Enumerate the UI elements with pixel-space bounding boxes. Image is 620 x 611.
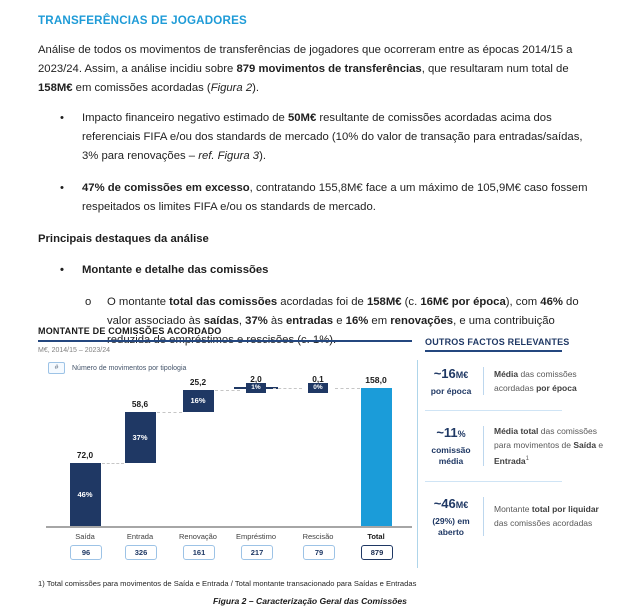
intro-paragraph: Análise de todos os movimentos de transf… [38, 44, 573, 94]
stat-sublabel: comissão média [431, 445, 471, 467]
count-box: 326 [125, 545, 157, 560]
bullet-excesso-text: 47% de comissões em excesso, contratando… [82, 182, 588, 213]
stat-sublabel: por época [430, 386, 472, 396]
list-item: • Montante e detalhe das comissões [38, 261, 590, 280]
bar-value-label: 25,2 [189, 376, 207, 387]
count-box: 79 [303, 545, 335, 560]
stat-unit: M€ [455, 499, 469, 510]
bar-value-label: 72,0 [76, 450, 94, 461]
stat-value: ~46M€ (29%) em aberto [425, 495, 477, 538]
stat-sublabel: (29%) em aberto [432, 515, 470, 537]
count-box: 96 [70, 545, 102, 560]
chart-legend: # Número de movimentos por tipologia [48, 362, 186, 374]
chart-subtitle: M€, 2014/15 – 2023/24 [38, 347, 111, 354]
sidebar-title: OUTROS FACTOS RELEVANTES [425, 337, 570, 347]
count-box: 161 [183, 545, 215, 560]
count-box: 879 [361, 545, 393, 560]
destaques-heading: Principais destaques da análise [38, 233, 209, 245]
stat-unit: % [457, 429, 466, 440]
stat-number: ~11 [436, 425, 458, 441]
category-label: Rescisão [302, 532, 334, 541]
sidebar-stat-item: ~11% comissão média Média total das comi… [425, 411, 615, 481]
sidebar-stat-item: ~46M€ (29%) em aberto Montante total por… [425, 482, 615, 551]
waterfall-bar: 46% [69, 463, 101, 526]
bullet-montante-text: Montante e detalhe das comissões [82, 264, 269, 276]
stat-description: Média total das comissões para movimento… [494, 426, 604, 466]
waterfall-bar: 16% [182, 389, 214, 412]
figure-caption: Figura 2 – Caracterização Geral das Comi… [213, 596, 407, 606]
stat-number: ~46 [433, 495, 456, 511]
connector-line [214, 389, 240, 391]
stat-value: ~11% comissão média [425, 424, 477, 467]
waterfall-plot: 46% 72,0 Saída 96 37% 58,6 Entrada 326 16% 25,2 Re… [38, 372, 418, 570]
category-label: Entrada [126, 532, 154, 541]
bullet-marker: • [60, 182, 64, 194]
bar-value-label: 58,6 [131, 398, 149, 409]
bar-value-label: 158,0 [365, 375, 387, 385]
connector-line [334, 388, 360, 390]
connector-line [156, 411, 182, 413]
stat-number: ~16 [433, 366, 456, 381]
category-label: Saída [75, 532, 95, 541]
legend-label: Número de movimentos por tipologia [72, 364, 187, 372]
bullet-impacto-text: Impacto financeiro negativo estimado de … [82, 112, 583, 162]
chart-title-rule [38, 340, 412, 342]
waterfall-bar: 37% [124, 411, 156, 464]
bar-pct-label: 46% [77, 490, 93, 500]
bullet-marker: • [60, 264, 64, 276]
vertical-divider [417, 360, 418, 568]
list-item: • Impacto financeiro negativo estimado d… [38, 109, 590, 166]
bar-value-label: 0,1 [312, 374, 324, 385]
category-label: Renovação [179, 532, 217, 541]
bar-pct-label: 16% [190, 396, 206, 406]
sub-bullet-text: O montante total das comissões acordadas… [107, 296, 579, 346]
footnote: 1) Total comissões para movimentos de Sa… [38, 579, 417, 588]
document-body: TRANSFERÊNCIAS DE JOGADORES Análise de t… [38, 14, 590, 350]
sub-bullet-marker: o [85, 296, 92, 308]
bar-pct-label: 37% [132, 433, 148, 442]
stat-unit: M€ [455, 370, 469, 380]
category-label: Empréstimo [235, 532, 276, 541]
list-item: • 47% de comissões em excesso, contratan… [38, 179, 590, 217]
stat-description: Montante total por liquidar das comissõe… [494, 504, 599, 529]
sidebar-separator [425, 480, 562, 482]
list-item: o O montante total das comissões acordad… [38, 293, 590, 350]
bar-pct-box: 0% [308, 383, 328, 394]
count-box: 217 [241, 545, 273, 560]
bullet-marker: • [60, 112, 64, 124]
sidebar-stat-item: ~16M€ por época Média das comissões acor… [425, 352, 615, 410]
page-title: TRANSFERÊNCIAS DE JOGADORES [38, 14, 247, 27]
chart-title: MONTANTE DE COMISSÕES ACORDADO [38, 326, 222, 336]
bar-pct-box: 1% [246, 383, 266, 394]
x-axis-line [46, 526, 412, 528]
connector-line [272, 388, 302, 390]
stat-divider [483, 367, 484, 395]
stat-divider [483, 426, 484, 466]
connector-line [101, 463, 124, 465]
figure-2-chart: MONTANTE DE COMISSÕES ACORDADO M€, 2014/… [38, 326, 418, 570]
total-bar [360, 388, 392, 526]
category-label: Total [367, 532, 385, 541]
sidebar-separator [425, 410, 562, 411]
stat-divider [483, 496, 484, 536]
stat-value: ~16M€ por época [425, 365, 477, 397]
bar-value-label: 2,0 [250, 374, 262, 385]
sidebar-title-rule [425, 350, 562, 352]
stat-description: Média das comissões acordadas por época [494, 369, 577, 393]
sidebar-outros-factos: OUTROS FACTOS RELEVANTES ~16M€ por época… [425, 337, 615, 551]
hash-legend-icon: # [48, 362, 65, 374]
